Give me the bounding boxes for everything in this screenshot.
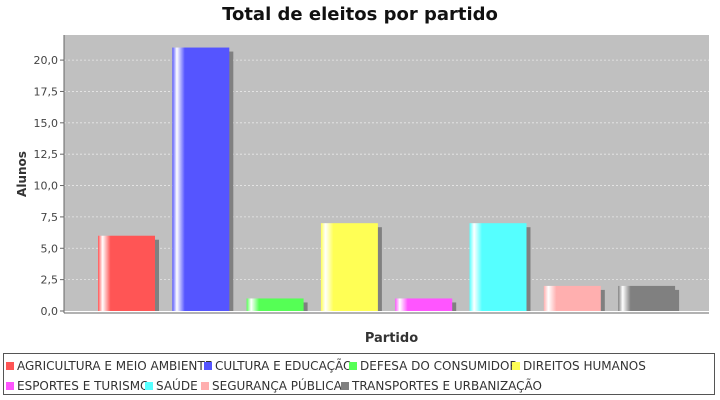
legend-swatch	[6, 382, 14, 390]
legend: AGRICULTURA E MEIO AMBIENTE CULTURA E EDU…	[3, 353, 715, 395]
legend-swatch	[201, 382, 209, 390]
legend-item: DIREITOS HUMANOS	[512, 359, 646, 373]
legend-label: SEGURANÇA PÚBLICA	[212, 379, 342, 393]
bar-chart: 0,0 2,5 5,0 7,5 10,0 12,5 15,0 17,5 20,0 Alunos	[15, 35, 709, 318]
legend-swatch	[6, 362, 14, 370]
legend-swatch	[204, 362, 212, 370]
y-tick-label: 0,0	[41, 305, 59, 318]
y-tick-label: 17,5	[34, 85, 59, 98]
y-axis-label: Alunos	[15, 151, 29, 197]
legend-swatch	[349, 362, 357, 370]
chart-title: Total de eleitos por partido	[222, 4, 498, 25]
y-tick-label: 2,5	[41, 274, 59, 287]
legend-label: CULTURA E EDUCAÇÃO	[215, 359, 353, 373]
legend-label: DEFESA DO CONSUMIDOR	[360, 359, 518, 373]
bar	[469, 223, 527, 311]
gridlines	[64, 59, 709, 281]
legend-label: ESPORTES E TURISMO	[17, 379, 150, 393]
bar	[618, 285, 676, 311]
legend-item: AGRICULTURA E MEIO AMBIENTE	[6, 359, 212, 373]
legend-item: CULTURA E EDUCAÇÃO	[204, 359, 352, 373]
bar	[246, 298, 304, 311]
bars	[98, 47, 680, 311]
y-tick-label: 5,0	[41, 242, 59, 255]
legend-label: SAÚDE	[156, 379, 198, 393]
bar	[98, 235, 155, 311]
legend-label: AGRICULTURA E MEIO AMBIENTE	[17, 359, 213, 373]
bar	[172, 47, 230, 311]
legend-item: TRANSPORTES E URBANIZAÇÃO	[341, 379, 542, 393]
y-tick-label: 12,5	[34, 148, 59, 161]
y-tick-label: 7,5	[41, 211, 59, 224]
plot-area	[64, 35, 709, 311]
legend-swatch	[341, 382, 349, 390]
y-tick-label: 20,0	[34, 54, 59, 67]
legend-label: TRANSPORTES E URBANIZAÇÃO	[352, 379, 542, 393]
legend-item: SAÚDE	[145, 379, 198, 393]
legend-label: DIREITOS HUMANOS	[523, 359, 646, 373]
bar	[395, 298, 453, 311]
y-tick-label: 10,0	[34, 180, 59, 193]
legend-item: DEFESA DO CONSUMIDOR	[349, 359, 518, 373]
legend-item: SEGURANÇA PÚBLICA	[201, 379, 342, 393]
bar	[543, 285, 601, 311]
bar	[320, 223, 378, 311]
legend-swatch	[512, 362, 520, 370]
y-tick-label: 15,0	[34, 117, 59, 130]
axes: 0,0 2,5 5,0 7,5 10,0 12,5 15,0 17,5 20,0	[34, 35, 709, 318]
legend-swatch	[145, 382, 153, 390]
legend-item: ESPORTES E TURISMO	[6, 379, 150, 393]
x-axis-label: Partido	[364, 331, 419, 346]
